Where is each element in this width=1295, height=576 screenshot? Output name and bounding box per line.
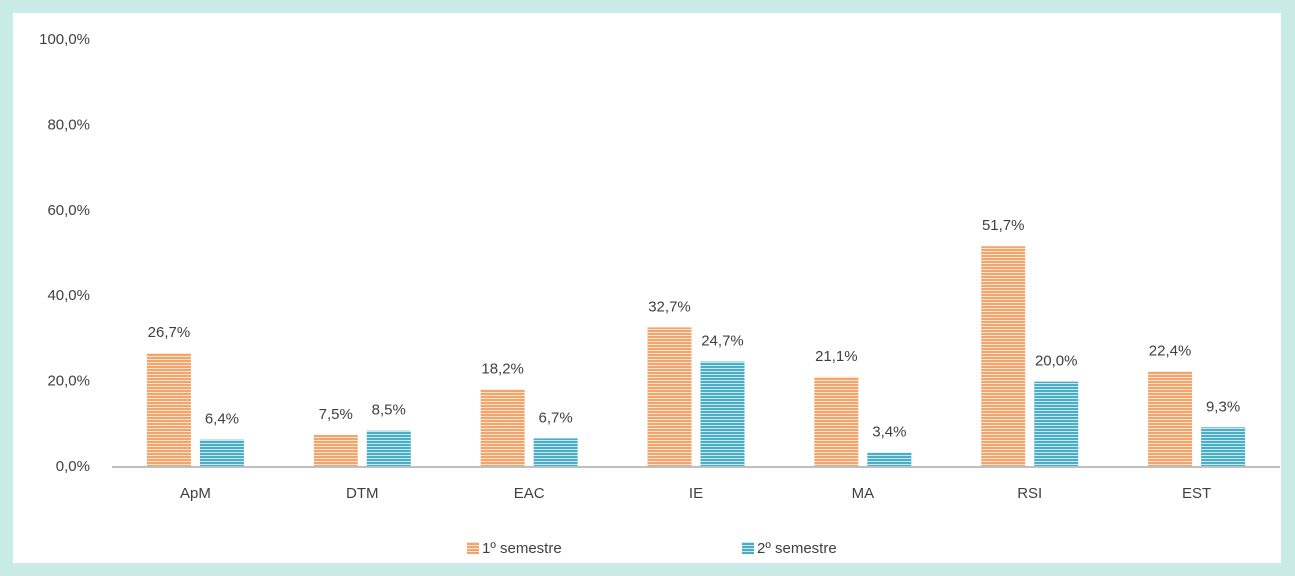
bar (480, 389, 525, 467)
value-label: 9,3% (1206, 398, 1240, 415)
bar (146, 352, 191, 467)
value-label: 7,5% (319, 406, 353, 423)
x-tick-label: EST (1182, 485, 1211, 502)
bar (814, 376, 859, 467)
bar (647, 327, 692, 467)
y-tick-label: 80,0% (47, 116, 90, 133)
x-tick-label: ApM (180, 485, 211, 502)
bar (1148, 371, 1193, 467)
x-tick-label: RSI (1017, 485, 1042, 502)
y-tick-label: 20,0% (47, 373, 90, 390)
bar (700, 361, 745, 467)
value-label: 20,0% (1035, 353, 1078, 370)
value-label: 18,2% (481, 360, 524, 377)
y-tick-label: 40,0% (47, 287, 90, 304)
bar (981, 246, 1026, 467)
x-tick-label: IE (689, 485, 703, 502)
bar (199, 439, 244, 467)
y-tick-label: 100,0% (39, 31, 90, 48)
y-tick-label: 0,0% (56, 458, 90, 475)
value-label: 6,7% (539, 409, 573, 426)
value-label: 51,7% (982, 217, 1025, 234)
x-tick-label: MA (852, 485, 875, 502)
bar (533, 438, 578, 467)
bar (366, 430, 411, 467)
value-label: 26,7% (148, 324, 191, 341)
legend-label: 2º semestre (757, 540, 837, 557)
bar (867, 452, 912, 467)
bar (313, 434, 358, 467)
bar (1034, 381, 1079, 467)
value-label: 6,4% (205, 411, 239, 428)
legend-label: 1º semestre (482, 540, 562, 557)
chart-area (13, 13, 1281, 563)
value-label: 32,7% (648, 298, 691, 315)
x-tick-label: DTM (346, 485, 379, 502)
value-label: 21,1% (815, 348, 858, 365)
x-tick-label: EAC (514, 485, 545, 502)
value-label: 24,7% (701, 332, 744, 349)
legend-swatch (467, 542, 479, 554)
bar (1201, 427, 1246, 467)
legend-swatch (742, 542, 754, 554)
y-tick-label: 60,0% (47, 202, 90, 219)
value-label: 3,4% (872, 423, 906, 440)
value-label: 8,5% (372, 402, 406, 419)
value-label: 22,4% (1149, 342, 1192, 359)
